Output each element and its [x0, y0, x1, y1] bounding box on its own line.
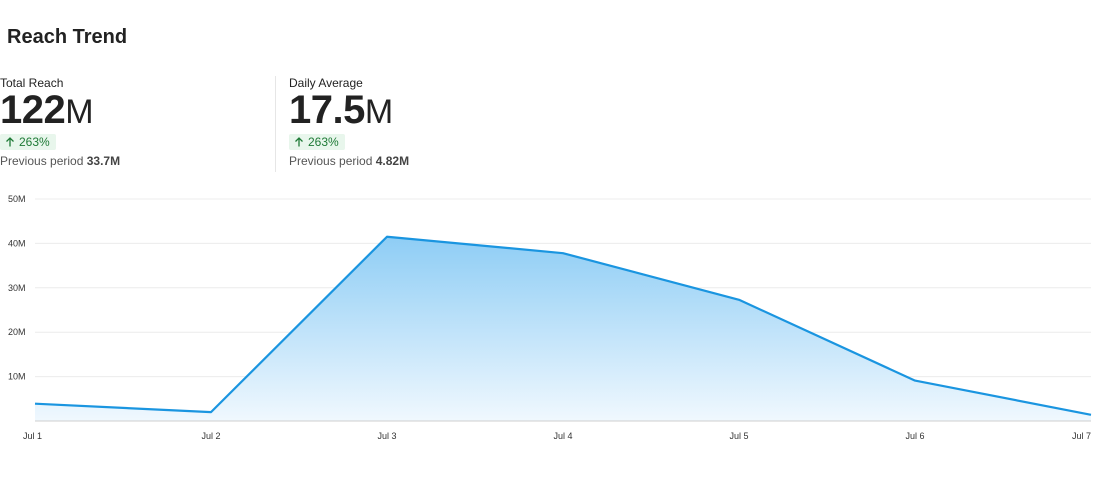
previous-period: Previous period 4.82M: [289, 154, 409, 168]
y-tick-label: 10M: [8, 372, 26, 382]
metric-label: Daily Average: [289, 76, 363, 90]
x-tick-label: Jul 4: [553, 431, 572, 441]
delta-badge: 263%: [289, 134, 345, 150]
x-tick-label: Jul 6: [905, 431, 924, 441]
metric-unit: M: [364, 93, 394, 131]
x-tick-label: Jul 5: [729, 431, 748, 441]
y-tick-label: 30M: [8, 283, 26, 293]
metric-value: 122M: [0, 88, 120, 132]
series-line: [34, 235, 1092, 416]
reach-trend-chart: 10M 20M 30M 40M 50M Jul 1 Jul 2 Jul 3 Jul 4 Jul 5…: [8, 194, 1092, 441]
arrow-up-icon: [295, 137, 303, 147]
previous-period-value: 33.7M: [86, 154, 121, 168]
delta-badge: 263%: [0, 134, 56, 150]
metrics-divider: [275, 76, 276, 172]
metric-daily-average: Daily Average 17.5M 263% Previous period…: [289, 76, 409, 168]
previous-period-value: 4.82M: [375, 154, 410, 168]
area-fill: [35, 236, 1091, 421]
x-tick-label: Jul 7: [1072, 431, 1091, 441]
previous-period-label: Previous period: [0, 154, 84, 168]
x-tick-label: Jul 1: [23, 431, 42, 441]
metric-total-reach: Total Reach 122M 263% Previous period 33…: [0, 76, 120, 168]
arrow-up-icon: [6, 137, 14, 147]
metric-unit: M: [65, 93, 94, 131]
metric-label: Total Reach: [0, 76, 64, 90]
x-tick-label: Jul 2: [201, 431, 220, 441]
y-tick-label: 20M: [8, 327, 26, 337]
x-tick-label: Jul 3: [377, 431, 396, 441]
delta-value: 263%: [308, 135, 339, 149]
metric-value: 17.5M: [289, 88, 409, 132]
delta-value: 263%: [19, 135, 50, 149]
y-tick-label: 50M: [8, 194, 26, 204]
previous-period-label: Previous period: [289, 154, 373, 168]
y-tick-label: 40M: [8, 238, 26, 248]
metric-number: 122: [0, 88, 66, 132]
metric-number: 17.5: [289, 88, 365, 132]
previous-period: Previous period 33.7M: [0, 154, 120, 168]
page-title: Reach Trend: [7, 26, 128, 48]
